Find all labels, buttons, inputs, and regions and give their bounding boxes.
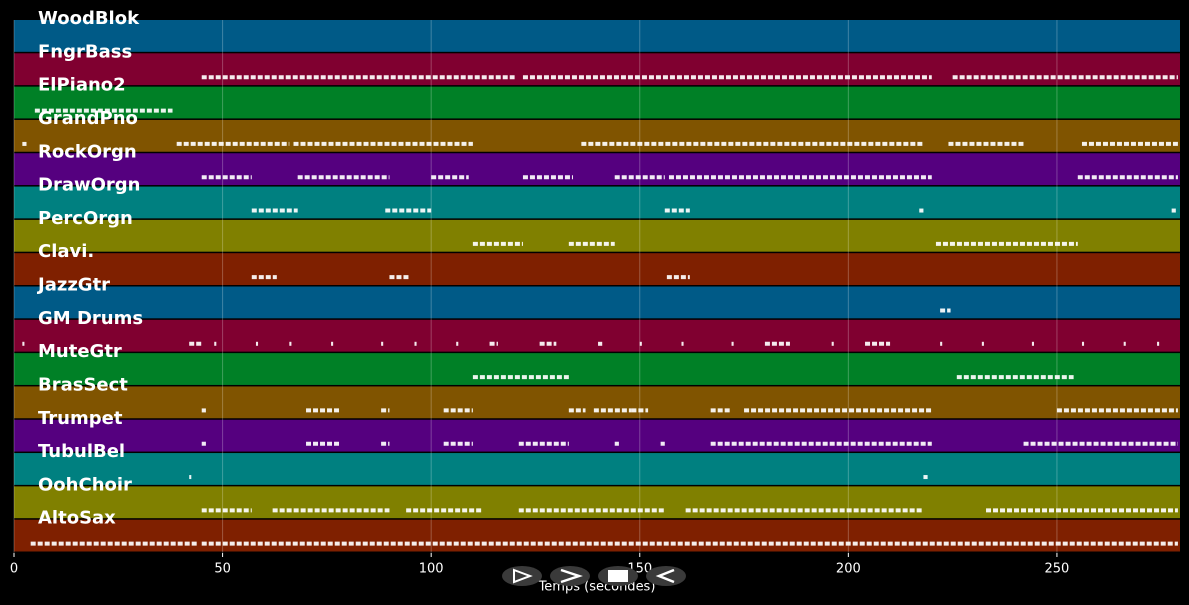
- back-button[interactable]: [646, 566, 686, 586]
- track-band: [14, 153, 1180, 186]
- x-axis: 0 50 100 150 200 250: [10, 553, 1069, 577]
- track-band: [14, 53, 1180, 86]
- track-band: [14, 86, 1180, 119]
- track-label: BrasSect: [38, 374, 128, 395]
- track-label: Trumpet: [38, 408, 123, 429]
- tracks: [14, 20, 1180, 552]
- playback-controls: [502, 566, 686, 586]
- track-label: TubulBel: [38, 441, 125, 462]
- track-label: MuteGtr: [38, 341, 122, 362]
- play-button[interactable]: [502, 566, 542, 586]
- track-label: GM Drums: [38, 308, 143, 329]
- notes: [22, 75, 1178, 546]
- x-tick-label: 0: [10, 562, 18, 577]
- x-tick-label: 250: [1045, 562, 1070, 577]
- track-band: [14, 519, 1180, 552]
- track-label: AltoSax: [38, 508, 116, 529]
- forward-button[interactable]: [550, 566, 590, 586]
- track-label: ElPiano2: [38, 75, 126, 96]
- track-band: [14, 253, 1180, 285]
- x-tick-label: 100: [419, 562, 444, 577]
- track-label: FngrBass: [38, 41, 132, 62]
- stop-button[interactable]: [598, 566, 638, 586]
- x-tick-label: 50: [214, 562, 231, 577]
- track-label: OohChoir: [38, 474, 132, 495]
- track-label: RockOrgn: [38, 141, 137, 162]
- track-label: WoodBlok: [38, 8, 140, 29]
- track-band: [14, 219, 1180, 252]
- track-band: [14, 419, 1180, 452]
- track-band: [14, 453, 1180, 485]
- track-band: [14, 119, 1180, 152]
- x-tick-label: 200: [836, 562, 861, 577]
- grid: [13, 20, 1058, 553]
- track-band: [14, 186, 1180, 219]
- track-label: PercOrgn: [38, 208, 133, 229]
- track-band: [14, 286, 1180, 319]
- track-band: [14, 319, 1180, 352]
- track-band: [14, 20, 1180, 52]
- track-label: GrandPno: [38, 108, 138, 129]
- track-label: JazzGtr: [36, 275, 110, 296]
- track-labels: WoodBlok FngrBass ElPiano2 GrandPno RockOrgn…: [36, 8, 143, 529]
- track-label: Clavi.: [38, 241, 94, 262]
- track-band: [14, 486, 1180, 519]
- track-band: [14, 386, 1180, 419]
- track-label: DrawOrgn: [38, 175, 140, 196]
- track-band: [14, 353, 1180, 385]
